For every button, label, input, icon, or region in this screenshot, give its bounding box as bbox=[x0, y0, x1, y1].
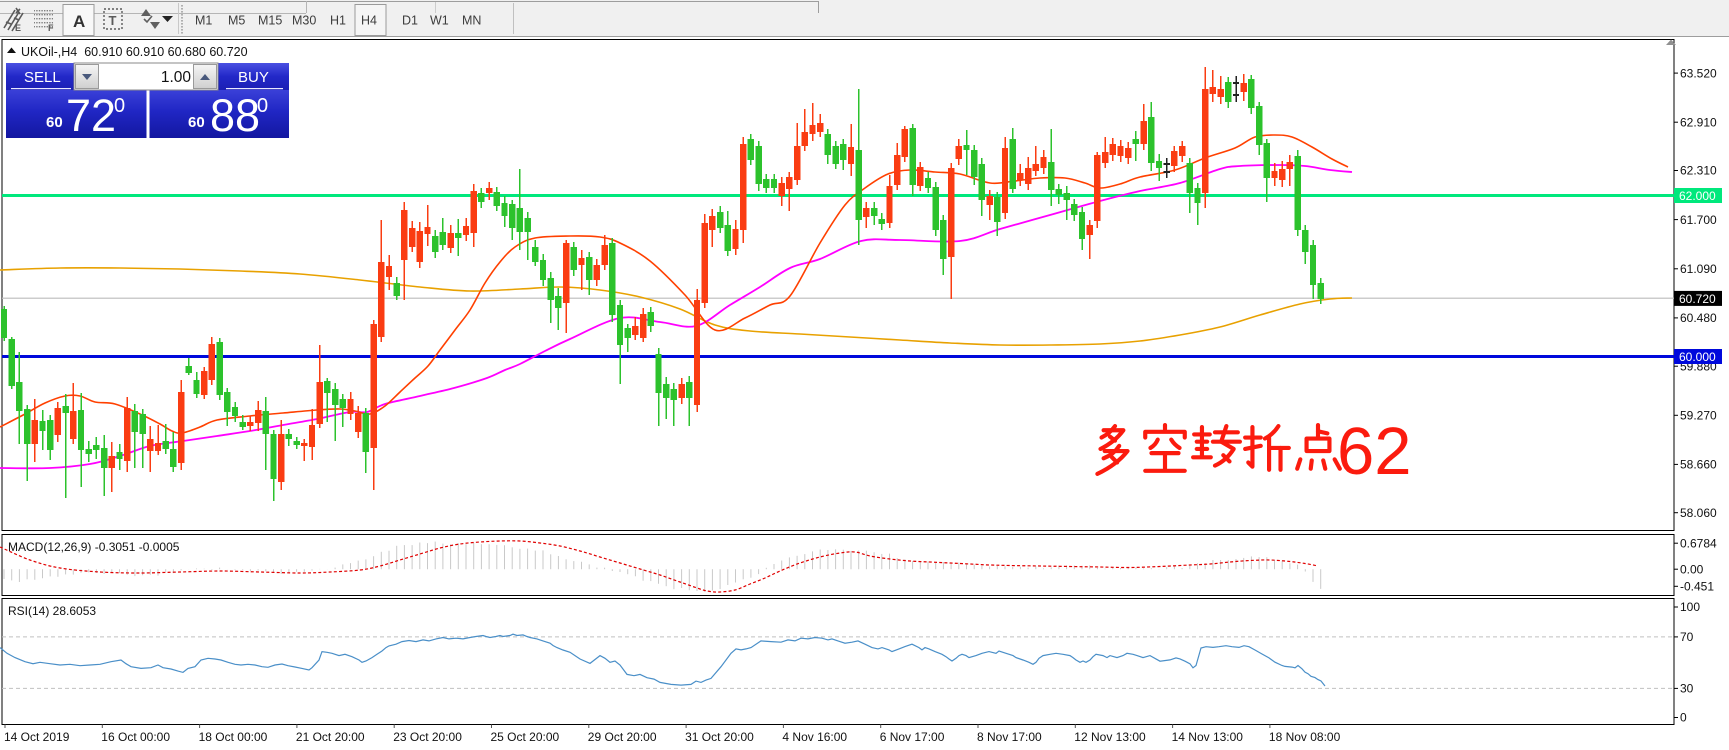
svg-text:H4: H4 bbox=[361, 14, 377, 28]
svg-text:F: F bbox=[48, 23, 54, 33]
svg-text:70: 70 bbox=[1680, 630, 1694, 644]
svg-text:D1: D1 bbox=[402, 14, 418, 28]
svg-text:MN: MN bbox=[462, 14, 481, 28]
svg-text:60.480: 60.480 bbox=[1680, 311, 1717, 325]
svg-text:14 Nov 13:00: 14 Nov 13:00 bbox=[1172, 730, 1244, 744]
svg-text:0.6784: 0.6784 bbox=[1680, 536, 1717, 550]
svg-text:58.660: 58.660 bbox=[1680, 458, 1717, 472]
svg-text:60: 60 bbox=[46, 114, 63, 131]
svg-text:12 Nov 13:00: 12 Nov 13:00 bbox=[1074, 730, 1146, 744]
svg-text:0.00: 0.00 bbox=[1680, 562, 1704, 576]
svg-text:62.310: 62.310 bbox=[1680, 164, 1717, 178]
svg-text:16 Oct 00:00: 16 Oct 00:00 bbox=[101, 730, 170, 744]
svg-text:0: 0 bbox=[1680, 711, 1687, 725]
svg-text:62.910: 62.910 bbox=[1680, 115, 1717, 129]
svg-text:BUY: BUY bbox=[238, 69, 269, 86]
svg-text:M5: M5 bbox=[228, 14, 245, 28]
svg-text:1.00: 1.00 bbox=[161, 69, 192, 86]
svg-text:25 Oct 20:00: 25 Oct 20:00 bbox=[491, 730, 560, 744]
svg-text:88: 88 bbox=[210, 90, 260, 141]
svg-text:23 Oct 20:00: 23 Oct 20:00 bbox=[393, 730, 462, 744]
svg-text:62: 62 bbox=[1337, 414, 1412, 489]
svg-text:M30: M30 bbox=[292, 14, 316, 28]
svg-text:6 Nov 17:00: 6 Nov 17:00 bbox=[880, 730, 945, 744]
svg-text:A: A bbox=[73, 12, 85, 31]
svg-text:60: 60 bbox=[188, 114, 205, 131]
svg-text:61.090: 61.090 bbox=[1680, 262, 1717, 276]
svg-text:UKOil-,H4 60.910 60.910 60.68: UKOil-,H4 60.910 60.910 60.680 60.720 bbox=[21, 45, 248, 59]
svg-text:100: 100 bbox=[1680, 600, 1700, 614]
svg-text:63.520: 63.520 bbox=[1680, 66, 1717, 80]
svg-text:-0.451: -0.451 bbox=[1680, 580, 1714, 594]
svg-text:72: 72 bbox=[66, 90, 116, 141]
svg-text:8 Nov 17:00: 8 Nov 17:00 bbox=[977, 730, 1042, 744]
svg-text:29 Oct 20:00: 29 Oct 20:00 bbox=[588, 730, 657, 744]
svg-text:W1: W1 bbox=[430, 14, 449, 28]
svg-text:E: E bbox=[15, 23, 21, 33]
svg-text:31 Oct 20:00: 31 Oct 20:00 bbox=[685, 730, 754, 744]
svg-text:62.000: 62.000 bbox=[1679, 189, 1716, 203]
svg-text:T: T bbox=[109, 13, 117, 28]
svg-text:58.060: 58.060 bbox=[1680, 506, 1717, 520]
svg-text:0: 0 bbox=[114, 95, 125, 117]
svg-text:H1: H1 bbox=[330, 14, 346, 28]
svg-text:60.720: 60.720 bbox=[1679, 292, 1716, 306]
svg-text:59.270: 59.270 bbox=[1680, 409, 1717, 423]
svg-text:0: 0 bbox=[257, 95, 268, 117]
svg-text:61.700: 61.700 bbox=[1680, 213, 1717, 227]
svg-text:18 Oct 00:00: 18 Oct 00:00 bbox=[199, 730, 268, 744]
svg-text:14 Oct 2019: 14 Oct 2019 bbox=[4, 730, 70, 744]
svg-text:M15: M15 bbox=[258, 14, 282, 28]
svg-text:MACD(12,26,9) -0.3051 -0.0005: MACD(12,26,9) -0.3051 -0.0005 bbox=[8, 540, 180, 554]
svg-text:4 Nov 16:00: 4 Nov 16:00 bbox=[782, 730, 847, 744]
svg-text:RSI(14) 28.6053: RSI(14) 28.6053 bbox=[8, 604, 96, 618]
svg-text:M1: M1 bbox=[195, 14, 212, 28]
svg-text:21 Oct 20:00: 21 Oct 20:00 bbox=[296, 730, 365, 744]
svg-text:SELL: SELL bbox=[24, 69, 61, 86]
svg-text:60.000: 60.000 bbox=[1679, 350, 1716, 364]
svg-text:30: 30 bbox=[1680, 682, 1694, 696]
svg-text:18 Nov 08:00: 18 Nov 08:00 bbox=[1269, 730, 1341, 744]
